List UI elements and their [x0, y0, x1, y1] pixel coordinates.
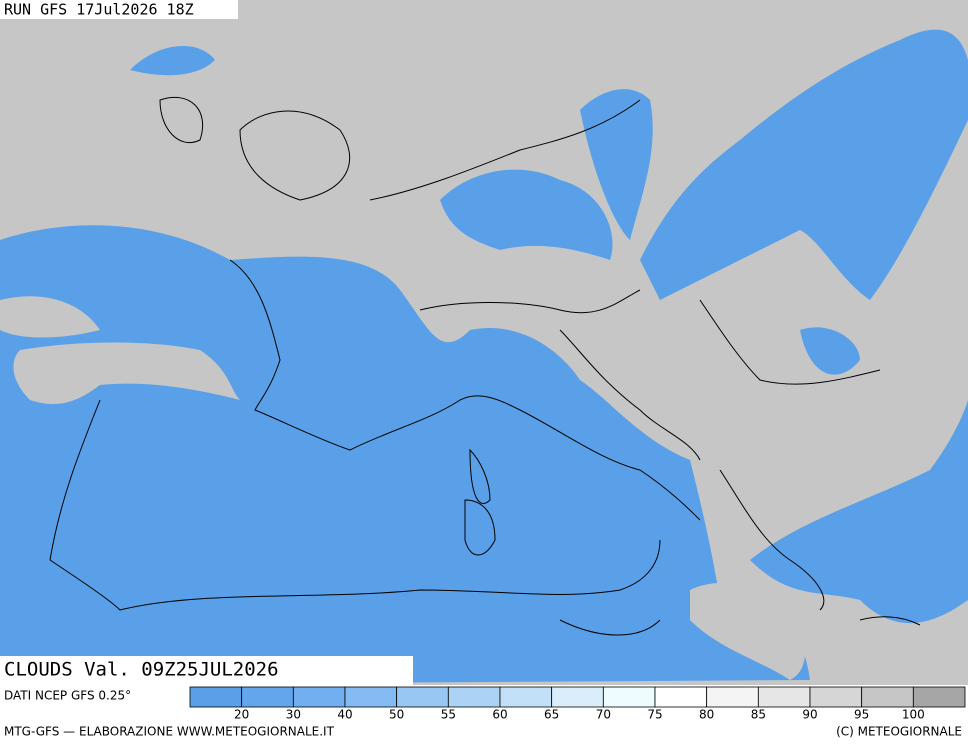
legend-swatch [344, 686, 398, 708]
legend-swatch [447, 686, 501, 708]
clear-sky [440, 169, 613, 260]
legend-tick-label: 70 [596, 708, 611, 722]
cloud-cover [690, 582, 805, 680]
legend-tick-label: 30 [286, 708, 301, 722]
run-label: RUN GFS 17Jul2026 18Z [4, 1, 194, 19]
legend-swatch [706, 686, 759, 708]
legend-tick-label: 85 [751, 708, 766, 722]
title-box [0, 656, 413, 685]
legend-tick-label: 100 [902, 708, 925, 722]
legend-swatch [602, 686, 656, 708]
legend-tick-label: 95 [854, 708, 869, 722]
legend-swatch [654, 686, 708, 708]
footer-right: (C) METEOGIORNALE [836, 725, 962, 739]
clear-sky [750, 400, 968, 624]
legend-tick-label: 75 [647, 708, 662, 722]
legend-tick-label: 90 [802, 708, 817, 722]
legend-tick-label: 60 [492, 708, 507, 722]
coastlines [49, 96, 921, 636]
legend-swatch [861, 686, 914, 708]
legend-tick-label: 50 [389, 708, 404, 722]
legend-swatch [551, 686, 604, 708]
legend-tick-label: 65 [544, 708, 559, 722]
legend-swatch [499, 686, 553, 708]
run-label-box [0, 0, 238, 19]
map-title: CLOUDS Val. 09Z25JUL2026 [4, 659, 279, 681]
clear-sky [0, 225, 810, 685]
legend-tick-label: 40 [337, 708, 352, 722]
clear-sky [580, 89, 653, 240]
legend-tick-label: 55 [441, 708, 456, 722]
legend-swatch [396, 686, 449, 708]
legend-swatch [757, 686, 811, 708]
clear-sky [640, 29, 968, 300]
legend-tick-label: 80 [699, 708, 714, 722]
map [0, 0, 968, 685]
footer-left: MTG-GFS — ELABORAZIONE WWW.METEOGIORNALE… [4, 725, 335, 739]
legend-swatch [809, 686, 863, 708]
cloud-cover [0, 296, 240, 405]
legend: 20 30 40 50 55 60 65 70 75 80 85 90 95 100 [189, 686, 966, 722]
legend-tick-label: 20 [234, 708, 249, 722]
legend-swatch [189, 686, 243, 708]
legend-swatch [912, 686, 966, 708]
source-label: DATI NCEP GFS 0.25° [4, 689, 131, 703]
legend-swatch [241, 686, 294, 708]
legend-swatch [292, 686, 346, 708]
